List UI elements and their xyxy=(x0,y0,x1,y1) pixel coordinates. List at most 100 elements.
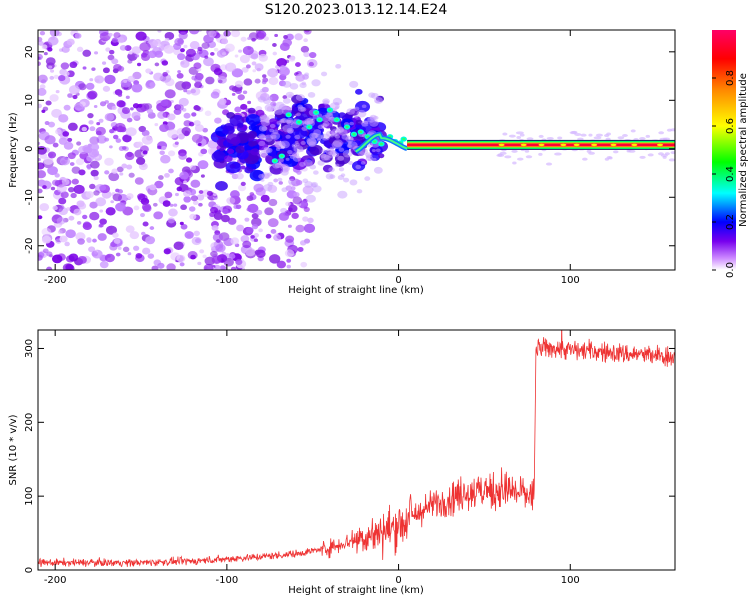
spectral-noise-blob xyxy=(193,62,202,69)
spectral-noise-blob xyxy=(179,171,190,180)
spectral-noise-blob xyxy=(157,111,167,119)
spectral-noise-blob xyxy=(211,225,219,231)
spectral-feature-blob xyxy=(235,145,245,154)
spectral-noise-blob xyxy=(50,69,55,73)
spectral-noise-blob xyxy=(221,52,226,56)
spectral-noise-blob xyxy=(67,122,78,131)
spectral-noise-blob xyxy=(66,207,71,211)
spectral-noise-blob xyxy=(101,61,107,65)
spectral-noise-blob xyxy=(91,67,96,71)
spectral-noise-blob xyxy=(44,135,56,145)
spectral-noise-blob xyxy=(38,215,43,220)
spectral-noise-blob xyxy=(235,259,243,266)
spectral-tone-noise xyxy=(526,137,534,141)
spectral-noise-blob xyxy=(127,52,138,61)
spectral-noise-blob xyxy=(213,212,223,221)
spectral-noise-blob xyxy=(204,110,212,117)
spectral-noise-blob xyxy=(126,164,133,170)
spectral-noise-blob xyxy=(255,209,263,215)
spectral-noise-blob xyxy=(293,191,300,198)
spectral-noise-blob xyxy=(85,191,94,199)
spectral-halo-blob xyxy=(349,179,358,186)
spectral-noise-blob xyxy=(231,92,236,96)
spectral-noise-blob xyxy=(215,239,221,243)
spectral-noise-blob xyxy=(140,197,150,205)
spectral-noise-blob xyxy=(45,100,52,106)
spectral-noise-blob xyxy=(234,54,239,58)
spectral-noise-blob xyxy=(141,231,146,236)
spectral-noise-blob xyxy=(54,173,60,178)
spectral-noise-blob xyxy=(273,234,282,241)
spectral-noise-blob xyxy=(46,266,53,270)
spectral-noise-blob xyxy=(157,43,162,47)
spectral-noise-blob xyxy=(164,172,170,178)
spectral-noise-blob xyxy=(276,58,288,68)
spectral-noise-blob xyxy=(81,126,88,132)
spectral-feature-blob xyxy=(309,144,323,156)
spectral-halo-blob xyxy=(368,158,373,162)
spectral-noise-blob xyxy=(112,232,119,238)
spectral-noise-blob xyxy=(117,189,124,194)
spectral-noise-blob xyxy=(102,67,110,74)
spectral-noise-blob xyxy=(38,41,44,46)
spectral-noise-blob xyxy=(307,217,314,224)
spectral-noise-blob xyxy=(245,64,251,69)
spectral-noise-blob xyxy=(194,124,204,132)
spectral-noise-blob xyxy=(261,80,267,85)
spectral-halo-blob xyxy=(363,120,369,125)
spectral-halo-blob xyxy=(287,129,294,134)
spectral-noise-blob xyxy=(270,228,277,234)
spectrogram-data xyxy=(38,30,675,270)
spectral-noise-blob xyxy=(157,262,165,269)
spectral-noise-blob xyxy=(115,252,121,257)
spectral-noise-blob xyxy=(121,107,131,114)
spectral-feature-blob xyxy=(236,122,244,128)
spectral-halo-blob xyxy=(306,138,317,147)
spectral-noise-blob xyxy=(308,51,317,59)
spectral-halo-blob xyxy=(337,127,344,133)
spectral-noise-blob xyxy=(68,186,75,193)
spectral-noise-blob xyxy=(105,47,111,52)
spectral-halo-blob xyxy=(321,114,331,123)
spectral-noise-blob xyxy=(68,85,80,95)
spectral-noise-blob xyxy=(230,266,237,270)
spectral-halo-blob xyxy=(322,98,330,105)
spectral-tone-noise xyxy=(639,137,646,141)
spectral-noise-blob xyxy=(96,135,107,144)
spectral-noise-blob xyxy=(153,211,164,220)
spectrogram-y-tick-label: -10 xyxy=(24,189,35,205)
spectral-halo-blob xyxy=(299,82,307,89)
spectral-noise-blob xyxy=(82,144,92,153)
spectral-noise-blob xyxy=(115,202,126,212)
spectral-noise-blob xyxy=(104,74,116,85)
spectral-tone-noise xyxy=(504,155,512,159)
spectral-noise-blob xyxy=(157,30,162,33)
spectral-noise-blob xyxy=(295,73,306,82)
spectral-peak-core xyxy=(335,118,339,121)
spectral-noise-blob xyxy=(89,211,100,221)
spectral-noise-blob xyxy=(109,128,115,134)
spectral-halo-blob xyxy=(321,149,326,153)
spectral-halo-blob xyxy=(280,163,289,171)
spectral-noise-blob xyxy=(176,186,183,192)
spectral-noise-blob xyxy=(71,166,81,174)
spectral-noise-blob xyxy=(197,142,202,147)
spectral-noise-blob xyxy=(258,53,268,62)
spectral-halo-blob xyxy=(353,106,360,111)
spectral-noise-blob xyxy=(247,37,251,41)
spectral-noise-blob xyxy=(58,75,66,82)
spectral-noise-blob xyxy=(213,68,223,76)
spectral-noise-blob xyxy=(99,261,109,269)
spectral-halo-blob xyxy=(356,109,367,118)
spectral-noise-blob xyxy=(39,30,46,36)
spectral-noise-blob xyxy=(254,249,261,255)
spectral-noise-blob xyxy=(88,246,96,253)
spectral-noise-blob xyxy=(147,50,157,59)
spectral-tone-noise xyxy=(608,156,613,160)
spectral-noise-blob xyxy=(142,221,149,227)
spectral-noise-blob xyxy=(97,233,107,241)
spectral-noise-blob xyxy=(188,30,200,35)
spectral-noise-blob xyxy=(180,48,185,53)
spectral-noise-blob xyxy=(290,186,296,191)
